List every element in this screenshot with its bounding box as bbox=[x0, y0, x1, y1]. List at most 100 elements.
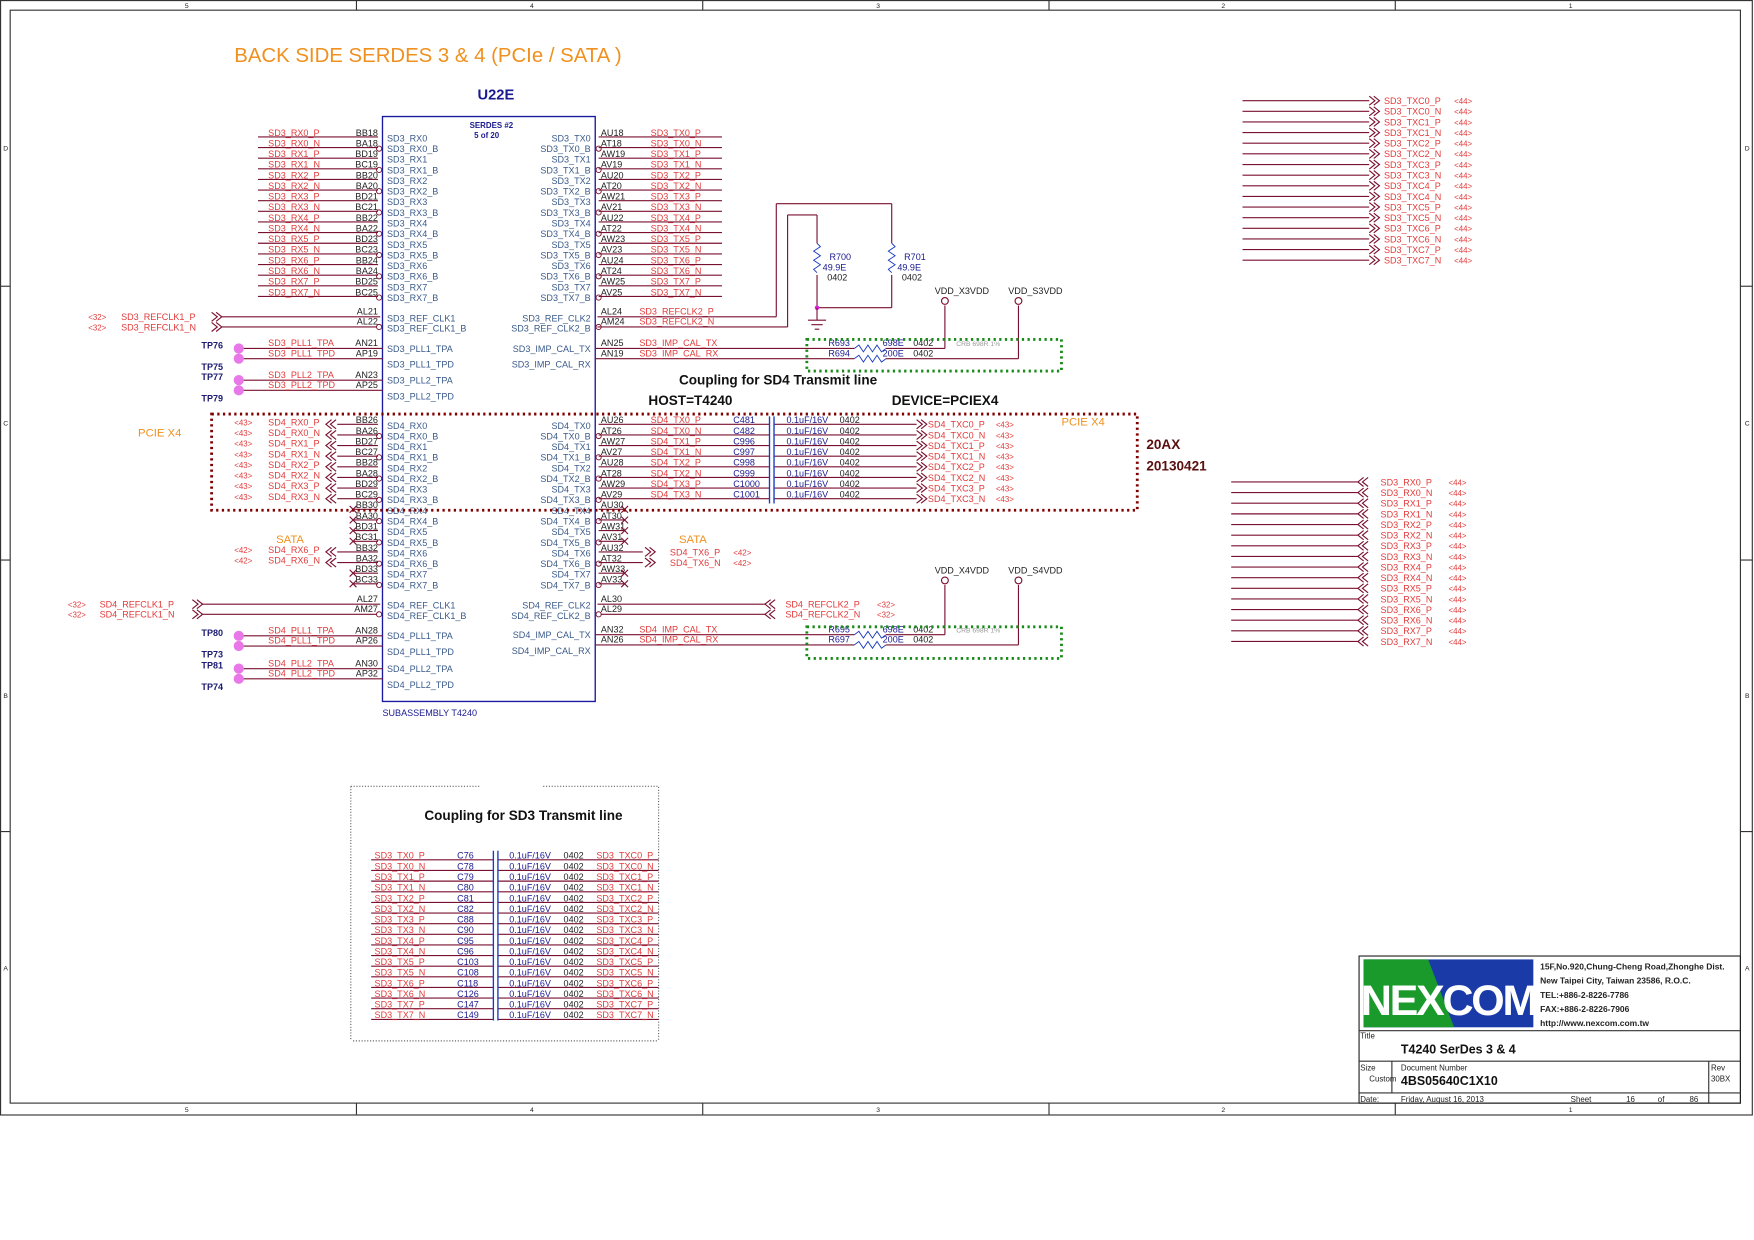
pin-name: SD3_TX7 bbox=[551, 282, 590, 292]
pin-name: SD3_PLL1_TPD bbox=[387, 360, 454, 370]
pin-number: BB24 bbox=[356, 255, 378, 265]
test-point-icon bbox=[233, 343, 244, 354]
nexcom-logo bbox=[1363, 959, 1534, 1028]
offpage-connector-icon bbox=[764, 599, 776, 610]
test-point-label: TP73 bbox=[201, 649, 223, 659]
offpage-connector-icon bbox=[1368, 127, 1381, 138]
device-label: DEVICE=PCIEX4 bbox=[892, 393, 999, 408]
net-label: SD4_TXC2_P bbox=[928, 462, 985, 472]
resistor-icon bbox=[854, 354, 887, 363]
offpage-ref: <44> bbox=[1448, 553, 1466, 562]
offpage-connector-icon bbox=[916, 451, 928, 462]
offpage-net-label: SD3_TXC0_P bbox=[1384, 96, 1441, 106]
offpage-net-label: SD3_TXC4_P bbox=[1384, 181, 1441, 191]
capacitor-package: 0402 bbox=[564, 1000, 584, 1010]
capacitor-package: 0402 bbox=[564, 851, 584, 861]
pin-number: AT26 bbox=[601, 426, 622, 436]
pin-number: AV23 bbox=[601, 245, 622, 255]
pin-number: AT30 bbox=[601, 511, 622, 521]
offpage-ref: <44> bbox=[1454, 97, 1472, 106]
zone-row-label: B bbox=[3, 693, 8, 700]
pin-number: AW19 bbox=[601, 149, 625, 159]
offpage-ref: <43> bbox=[234, 429, 252, 438]
net-label: SD3_TXC0_N bbox=[596, 861, 653, 871]
coupling-sd4-title: Coupling for SD4 Transmit line bbox=[679, 373, 878, 388]
offpage-net-label: SD3_TXC5_P bbox=[1384, 202, 1441, 212]
capacitor-refdes: C79 bbox=[457, 872, 474, 882]
test-point-icon bbox=[233, 630, 244, 641]
resistor-icon bbox=[854, 630, 887, 639]
zone-column-label: 1 bbox=[1569, 3, 1573, 10]
pin-name: SD4_REF_CLK1_B bbox=[387, 611, 466, 621]
capacitor-refdes: C80 bbox=[457, 883, 474, 893]
capacitor-refdes: C1000 bbox=[733, 479, 760, 489]
pin-number: AL21 bbox=[357, 307, 378, 317]
offpage-connector-icon bbox=[1357, 604, 1369, 615]
pin-number: BD25 bbox=[355, 277, 378, 287]
zone-column-label: 3 bbox=[876, 1107, 880, 1114]
resistor-package: 0402 bbox=[913, 635, 933, 645]
pin-number: BA24 bbox=[356, 266, 378, 276]
pin-number: BB32 bbox=[356, 543, 378, 553]
net-label: SD4_RX1_N bbox=[268, 449, 320, 459]
pin-number: BA32 bbox=[356, 553, 378, 563]
offpage-net-label: SD3_TXC6_P bbox=[1384, 224, 1441, 234]
net-label: SD3_RX0_N bbox=[268, 138, 320, 148]
pin-name: SD4_RX4_B bbox=[387, 517, 438, 527]
pin-name: SD4_RX4 bbox=[387, 506, 427, 516]
pin-name: SD3_TX7_B bbox=[540, 293, 590, 303]
net-label: SD4_RX0_N bbox=[268, 428, 320, 438]
offpage-connector-icon bbox=[916, 429, 928, 440]
zone-column-label: 5 bbox=[185, 1107, 189, 1114]
net-label: SD3_TX6_P bbox=[651, 255, 701, 265]
net-label: SD3_TX4_P bbox=[375, 936, 425, 946]
pin-name: SD4_RX5 bbox=[387, 527, 427, 537]
power-rail-label: VDD_X3VDD bbox=[935, 286, 990, 296]
zone-column-label: 1 bbox=[1569, 1107, 1573, 1114]
net-label: SD3_TXC6_N bbox=[596, 989, 653, 999]
resistor-value: 200E bbox=[883, 635, 904, 645]
pin-number: BD29 bbox=[355, 479, 378, 489]
net-label: SD4_RX3_N bbox=[268, 492, 320, 502]
capacitor-value: 0.1uF/16V bbox=[786, 436, 828, 446]
capacitor-package: 0402 bbox=[564, 936, 584, 946]
zone-row-label: D bbox=[3, 145, 8, 152]
net-label: SD4_TX0_N bbox=[651, 426, 702, 436]
no-connect-icon bbox=[620, 537, 629, 546]
outer-border bbox=[0, 0, 1753, 1116]
net-label: SD3_TX5_P bbox=[375, 957, 425, 967]
resistor-value: 49.9E bbox=[823, 262, 847, 272]
chip-block-label: SERDES #2 bbox=[470, 121, 514, 130]
net-label: SD4_TX6_N bbox=[670, 558, 721, 568]
net-label: SD4_TX2_N bbox=[651, 468, 702, 478]
offpage-connector-icon bbox=[1357, 487, 1369, 498]
pin-name: SD4_PLL1_TPA bbox=[387, 631, 454, 641]
offpage-net-label: SD3_TXC1_N bbox=[1384, 128, 1441, 138]
offpage-connector-icon bbox=[211, 322, 223, 332]
capacitor-package: 0402 bbox=[564, 893, 584, 903]
net-label: SD4_TXC0_P bbox=[928, 420, 985, 430]
offpage-connector-icon bbox=[324, 440, 337, 451]
offpage-connector-icon bbox=[1368, 202, 1381, 213]
capacitor-value: 0.1uF/16V bbox=[509, 883, 551, 893]
offpage-ref: <44> bbox=[1448, 617, 1466, 626]
pin-number: BA20 bbox=[356, 181, 378, 191]
sheet-label: Sheet bbox=[1571, 1095, 1592, 1104]
net-label: SD4_PLL1_TPD bbox=[268, 636, 335, 646]
capacitor-refdes: C96 bbox=[457, 946, 474, 956]
capacitor-refdes: C999 bbox=[733, 468, 755, 478]
test-point-icon bbox=[233, 353, 244, 364]
pin-number: AT28 bbox=[601, 468, 622, 478]
capacitor-package: 0402 bbox=[840, 479, 860, 489]
pin-number: BD33 bbox=[355, 564, 378, 574]
offpage-connector-icon bbox=[1368, 148, 1381, 159]
pin-number: AU30 bbox=[601, 500, 624, 510]
pin-name: SD4_TX0 bbox=[551, 421, 590, 431]
pin-name: SD4_TX2 bbox=[551, 463, 590, 473]
company-address-line: FAX:+886-2-8226-7906 bbox=[1540, 1004, 1630, 1014]
net-label: SD3_TX6_P bbox=[375, 978, 425, 988]
rev-value: 30BX bbox=[1711, 1075, 1731, 1084]
capacitor-refdes: C90 bbox=[457, 925, 474, 935]
offpage-ref: <44> bbox=[1454, 118, 1472, 127]
pin-number: BB20 bbox=[356, 170, 378, 180]
